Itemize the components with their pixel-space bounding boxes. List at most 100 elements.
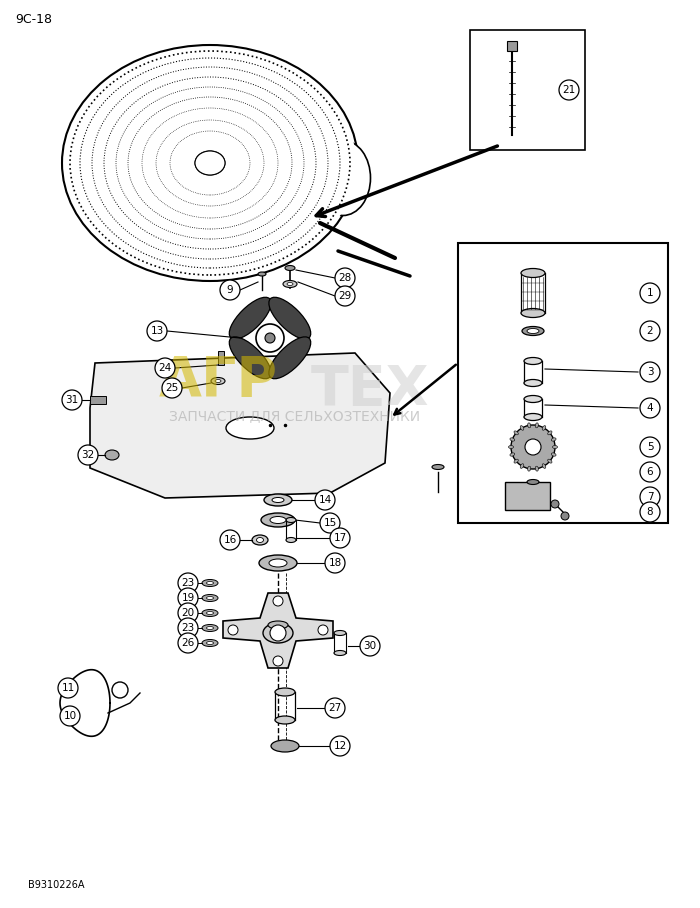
Ellipse shape: [542, 426, 546, 430]
Ellipse shape: [510, 438, 514, 441]
Text: ...: ...: [198, 156, 206, 165]
Ellipse shape: [268, 621, 288, 629]
Ellipse shape: [271, 740, 299, 752]
Text: 13: 13: [150, 326, 164, 336]
Ellipse shape: [215, 380, 221, 382]
Ellipse shape: [105, 450, 119, 460]
Text: 17: 17: [333, 533, 346, 543]
Circle shape: [320, 513, 340, 533]
Text: 25: 25: [165, 383, 178, 393]
Text: 4: 4: [647, 403, 653, 413]
Circle shape: [178, 603, 198, 623]
Ellipse shape: [552, 453, 556, 456]
Ellipse shape: [195, 151, 225, 175]
Ellipse shape: [252, 535, 268, 545]
Circle shape: [147, 321, 167, 341]
Ellipse shape: [256, 538, 263, 542]
Ellipse shape: [316, 141, 370, 215]
Circle shape: [178, 573, 198, 593]
Text: 23: 23: [181, 578, 195, 588]
Circle shape: [360, 636, 380, 656]
Text: 31: 31: [65, 395, 78, 405]
Ellipse shape: [226, 417, 274, 439]
Bar: [218, 351, 224, 365]
Text: АГР: АГР: [158, 354, 277, 408]
Ellipse shape: [334, 630, 346, 636]
Bar: [470, 30, 585, 150]
Circle shape: [640, 437, 660, 457]
Text: 21: 21: [562, 85, 575, 95]
Circle shape: [640, 321, 660, 341]
Circle shape: [315, 490, 335, 510]
Circle shape: [273, 656, 283, 666]
Ellipse shape: [275, 688, 295, 696]
Text: 8: 8: [647, 507, 653, 517]
Ellipse shape: [524, 396, 542, 402]
Bar: [507, 41, 517, 51]
Text: 11: 11: [62, 683, 75, 693]
Ellipse shape: [286, 518, 296, 522]
Bar: [458, 243, 668, 523]
Circle shape: [273, 596, 283, 606]
Circle shape: [178, 618, 198, 638]
Ellipse shape: [270, 517, 286, 524]
Circle shape: [511, 425, 555, 469]
Ellipse shape: [542, 464, 546, 469]
Text: 3: 3: [647, 367, 653, 377]
Ellipse shape: [269, 337, 311, 379]
Circle shape: [60, 706, 80, 726]
Ellipse shape: [521, 269, 545, 278]
Ellipse shape: [275, 716, 295, 724]
Circle shape: [270, 625, 286, 641]
Circle shape: [551, 500, 559, 508]
Text: 16: 16: [223, 535, 237, 545]
Ellipse shape: [211, 378, 225, 384]
Ellipse shape: [432, 465, 444, 469]
Ellipse shape: [206, 611, 214, 615]
Ellipse shape: [269, 297, 311, 340]
Circle shape: [220, 530, 240, 550]
Text: 10: 10: [64, 711, 76, 721]
Circle shape: [265, 333, 275, 343]
Ellipse shape: [547, 459, 552, 463]
Circle shape: [256, 324, 284, 352]
Ellipse shape: [259, 555, 297, 571]
Circle shape: [330, 736, 350, 756]
Ellipse shape: [195, 151, 225, 175]
Ellipse shape: [524, 380, 542, 387]
Text: B9310226A: B9310226A: [28, 880, 85, 890]
Ellipse shape: [272, 498, 284, 502]
Text: ТЕХ: ТЕХ: [311, 363, 429, 417]
Text: 9C-18: 9C-18: [15, 13, 52, 26]
Ellipse shape: [552, 438, 556, 441]
Ellipse shape: [524, 413, 542, 420]
Text: 5: 5: [647, 442, 653, 452]
Text: 7: 7: [647, 492, 653, 502]
Circle shape: [640, 462, 660, 482]
Ellipse shape: [258, 272, 266, 276]
Ellipse shape: [62, 45, 358, 281]
Text: 27: 27: [328, 703, 342, 713]
Text: 28: 28: [338, 273, 351, 283]
Ellipse shape: [64, 47, 356, 279]
Text: 15: 15: [323, 518, 337, 528]
Text: 32: 32: [81, 450, 94, 460]
Text: ЗАПЧАСТИ ДЛЯ СЕЛЬХОЗТЕХНИКИ: ЗАПЧАСТИ ДЛЯ СЕЛЬХОЗТЕХНИКИ: [169, 409, 421, 423]
Circle shape: [78, 445, 98, 465]
Polygon shape: [90, 353, 390, 498]
Ellipse shape: [527, 479, 539, 485]
Circle shape: [62, 390, 82, 410]
Ellipse shape: [286, 538, 296, 542]
Ellipse shape: [206, 641, 214, 645]
Circle shape: [335, 268, 355, 288]
Circle shape: [640, 283, 660, 303]
Circle shape: [155, 358, 175, 378]
Circle shape: [640, 502, 660, 522]
Ellipse shape: [536, 466, 538, 471]
Text: 9: 9: [227, 285, 233, 295]
Ellipse shape: [206, 627, 214, 629]
Ellipse shape: [528, 423, 531, 428]
Circle shape: [178, 588, 198, 608]
Ellipse shape: [202, 625, 218, 631]
Ellipse shape: [283, 281, 297, 288]
